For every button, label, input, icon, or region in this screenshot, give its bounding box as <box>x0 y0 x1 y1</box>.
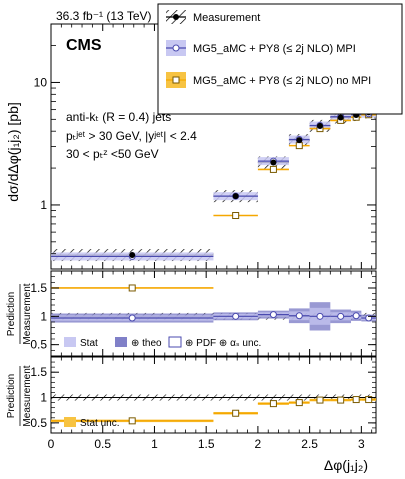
x-tick-label-3: 1.5 <box>198 437 215 451</box>
legend-stat-swatch <box>64 337 76 347</box>
legend-nompi-label: MG5_aMC + PY8 (≤ 2j NLO) no MPI <box>193 75 371 87</box>
mpi-ratio-marker-6 <box>352 312 360 320</box>
measurement-marker-2 <box>270 159 277 166</box>
x-tick-label-6: 3 <box>358 437 365 451</box>
ratio-panel-1-marks <box>51 302 376 331</box>
ratio1-ylabel-numerator: Prediction <box>6 292 17 336</box>
nompi-marker-0 <box>128 284 136 292</box>
y-tick-label-top-0: 1 <box>40 198 47 212</box>
annotation-ptcut: pₜʲᵉᵗ > 30 GeV, |yʲᵉᵗ| < 2.4 <box>66 129 197 143</box>
legend-measurement-label: Measurement <box>193 12 260 24</box>
x-axis-title: Δφ(j₁j₂) <box>324 457 368 473</box>
measurement-marker-5 <box>337 114 344 121</box>
legend-stat-unc-swatch <box>64 417 76 427</box>
r1-y-tick-label-0: 0.5 <box>30 338 47 352</box>
nompi-marker-1 <box>232 212 240 220</box>
nompi-ratio-marker-2 <box>269 400 277 408</box>
legend-mpi-label: MG5_aMC + PY8 (≤ 2j NLO) MPI <box>193 43 356 55</box>
measurement-marker-0 <box>129 252 136 259</box>
measurement-marker-4 <box>316 122 323 129</box>
nompi-ratio-marker-1 <box>232 409 240 417</box>
luminosity-label: 36.3 fb⁻¹ (13 TeV) <box>56 9 152 23</box>
nompi-ratio-marker-6 <box>352 396 360 404</box>
legend-theo-swatch <box>115 337 127 347</box>
experiment-label: CMS <box>66 37 102 54</box>
legend-theo-label: ⊕ theo <box>131 338 162 349</box>
r2-y-tick-label-2: 1.5 <box>30 365 47 379</box>
r1-y-tick-label-1: 1 <box>40 309 47 323</box>
mpi-ratio-marker-1 <box>232 312 240 320</box>
x-tick-label-1: 0.5 <box>94 437 111 451</box>
legend-pdf-swatch <box>168 336 182 348</box>
measurement-marker-3 <box>296 137 303 144</box>
top-panel-marks <box>51 106 376 292</box>
mpi-ratio-marker-3 <box>295 312 303 320</box>
r2-y-tick-label-0: 0.5 <box>30 416 47 430</box>
measurement-marker-1 <box>232 193 239 200</box>
ratio2-ylabel-denominator: Measurement <box>22 365 33 426</box>
nompi-ratio-marker-5 <box>337 396 345 404</box>
ratio1-legend: Stat ⊕ theo ⊕ PDF ⊕ αₛ unc. <box>64 336 261 349</box>
legend-pdf-label: ⊕ PDF ⊕ αₛ unc. <box>185 338 261 349</box>
mpi-ratio-marker-5 <box>337 312 345 320</box>
ratio2-ylabel-numerator: Prediction <box>6 374 17 418</box>
nompi-ratio-marker-7 <box>365 396 373 404</box>
y-axis-title-top: dσ/dΔφ(j₁j₂) [pb] <box>5 102 21 201</box>
nompi-marker-3 <box>295 142 303 150</box>
annotation-zpt: 30 < pₜᶻ <50 GeV <box>66 147 159 161</box>
legend-stat-unc-label: Stat unc. <box>80 418 119 429</box>
y-tick-label-top-1: 10 <box>34 75 48 89</box>
ratio2-legend: Stat unc. <box>64 417 119 429</box>
r1-y-tick-label-2: 1.5 <box>30 281 47 295</box>
nompi-ratio-marker-4 <box>316 396 324 404</box>
nompi-ratio-marker-0 <box>128 417 136 425</box>
mpi-ratio-marker-2 <box>269 311 277 319</box>
top-legend: Measurement MG5_aMC + PY8 (≤ 2j NLO) MPI… <box>157 3 403 115</box>
r2-y-tick-label-1: 1 <box>40 391 47 405</box>
mpi-ratio-marker-4 <box>316 312 324 320</box>
legend-stat-label: Stat <box>80 338 98 349</box>
nompi-marker-2 <box>269 165 277 173</box>
ratio1-ylabel-denominator: Measurement <box>22 283 33 344</box>
annotation-jets: anti-kₜ (R = 0.4) jets <box>66 110 171 124</box>
x-tick-label-2: 1 <box>151 437 158 451</box>
x-tick-label-4: 2 <box>255 437 262 451</box>
x-tick-label-0: 0 <box>48 437 55 451</box>
x-tick-label-5: 2.5 <box>301 437 318 451</box>
nompi-ratio-marker-3 <box>295 399 303 407</box>
ratio-panel-2-marks <box>51 394 376 425</box>
mpi-ratio-marker-0 <box>128 314 136 322</box>
